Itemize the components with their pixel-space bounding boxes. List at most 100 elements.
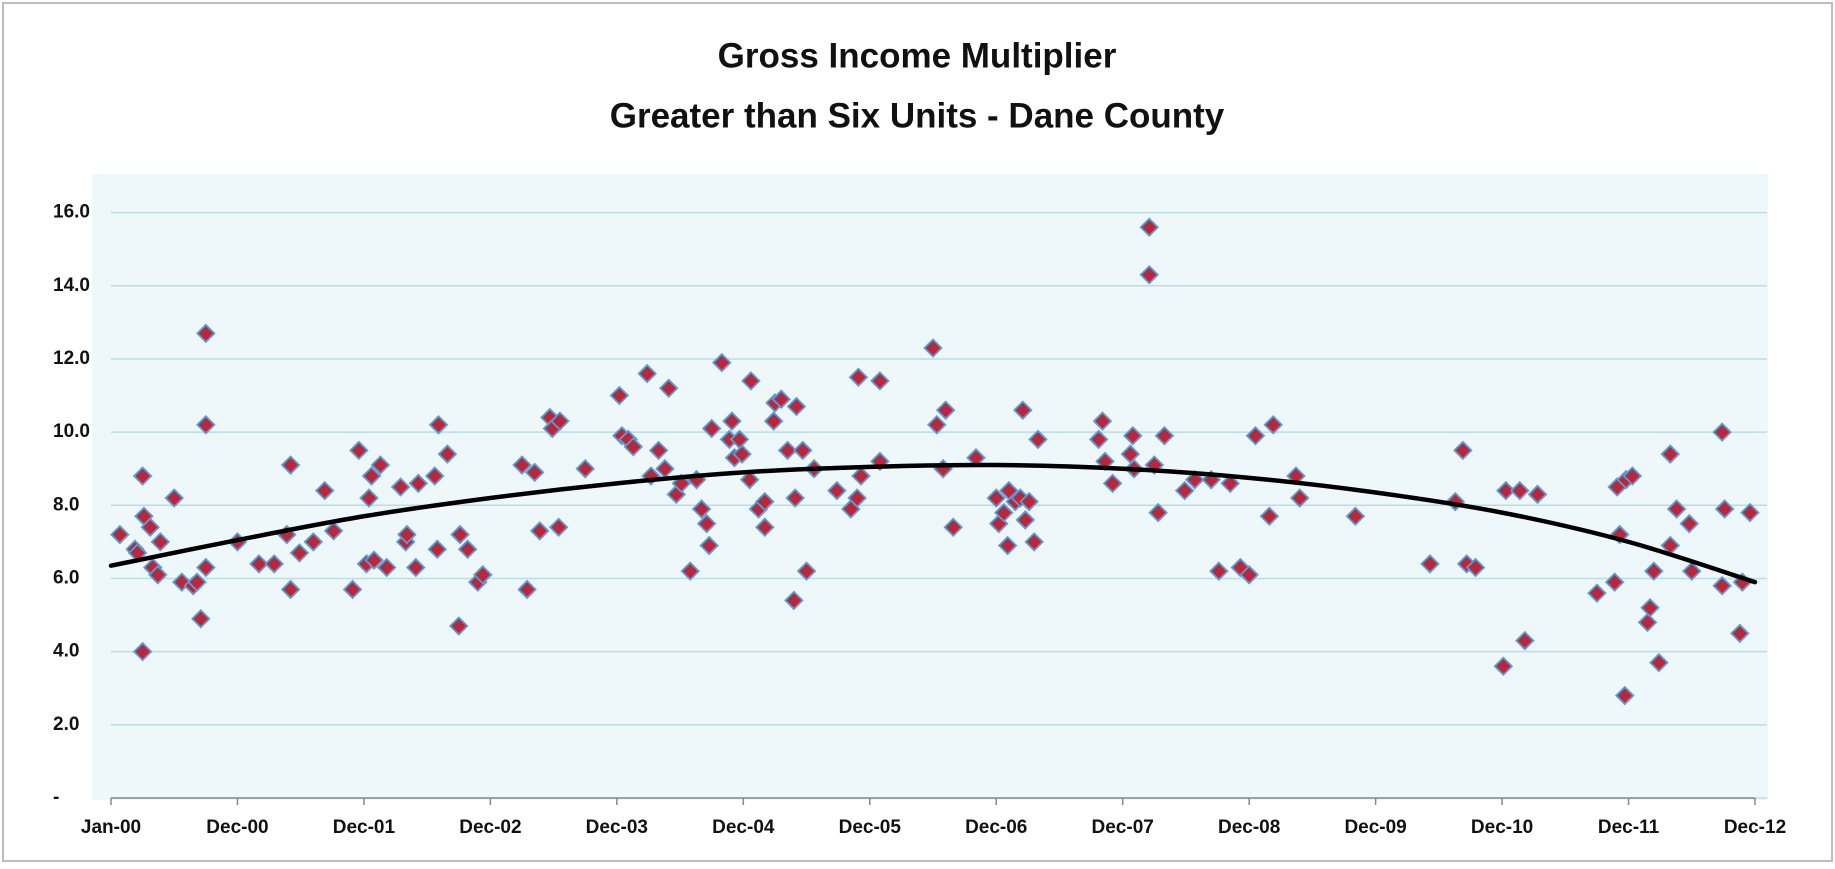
data-point (1660, 444, 1681, 464)
data-point (427, 539, 448, 559)
data-point (524, 462, 545, 483)
y-tick-label: - (53, 787, 59, 808)
data-point (1148, 502, 1168, 523)
data-point (280, 579, 301, 600)
x-tick-label: Dec-06 (965, 817, 1027, 838)
data-point (457, 539, 478, 559)
y-tick-label: 10.0 (53, 421, 90, 442)
data-point (1587, 583, 1607, 603)
data-point (786, 396, 807, 417)
data-point (550, 411, 570, 431)
y-tick-label: 16.0 (53, 202, 90, 223)
data-point (196, 323, 216, 344)
data-point (148, 565, 168, 585)
data-point (997, 535, 1018, 556)
data-point (827, 480, 847, 501)
y-tick-label: 6.0 (53, 567, 79, 588)
data-point (1088, 429, 1109, 450)
data-point (870, 371, 890, 391)
data-point (196, 415, 216, 435)
x-tick-label: Dec-09 (1344, 817, 1406, 838)
data-point (763, 411, 784, 431)
data-point (699, 535, 719, 556)
data-point (1259, 506, 1280, 527)
trend-line (108, 462, 1758, 585)
y-tick-label: 4.0 (53, 641, 79, 662)
x-tick-label: Dec-01 (333, 817, 396, 838)
data-point (575, 458, 596, 479)
data-point (370, 455, 391, 475)
data-point (712, 352, 732, 373)
y-tick-label: 14.0 (53, 275, 90, 296)
data-point (361, 466, 382, 486)
chart-subtitle: Greater than Six Units - Dane County (610, 96, 1225, 135)
data-point (1637, 612, 1658, 633)
plot-area (92, 174, 1768, 800)
data-point (641, 466, 661, 486)
data-point (314, 480, 335, 501)
data-point (1024, 532, 1044, 552)
x-tick-label: Dec-12 (1724, 817, 1786, 838)
y-tick-label: 8.0 (53, 494, 79, 515)
data-point (755, 517, 775, 538)
data-point (1679, 513, 1700, 534)
data-point (349, 440, 369, 461)
data-point (1644, 561, 1664, 581)
data-point (517, 579, 537, 600)
data-point (658, 378, 679, 398)
data-point (722, 411, 742, 431)
data-point (1289, 488, 1310, 508)
data-point (923, 338, 943, 358)
data-point (529, 521, 550, 541)
data-point (191, 608, 211, 629)
chart-title: Gross Income Multiplier (718, 36, 1117, 75)
data-point (609, 385, 630, 406)
data-point (289, 543, 310, 563)
data-point (680, 561, 700, 581)
x-tick-label: Jan-00 (81, 817, 141, 838)
data-point (140, 517, 160, 538)
data-point (1614, 685, 1635, 706)
data-point (323, 521, 344, 541)
data-point (428, 415, 449, 435)
data-point (623, 436, 644, 457)
data-point (164, 488, 185, 508)
x-tick-label: Dec-05 (839, 817, 902, 838)
data-point (1019, 491, 1039, 512)
data-point (249, 554, 269, 574)
data-point (1013, 400, 1033, 420)
data-point (1515, 630, 1535, 651)
data-point (196, 557, 216, 578)
data-point (280, 455, 301, 475)
data-point (110, 524, 130, 545)
x-tick-label: Dec-10 (1471, 817, 1533, 838)
data-point (150, 532, 171, 552)
y-tick-label: 12.0 (53, 348, 90, 369)
data-point (741, 371, 761, 391)
data-point (1640, 597, 1660, 618)
data-point (847, 488, 867, 508)
data-point (851, 466, 871, 486)
data-point (1712, 576, 1732, 596)
data-point (1015, 510, 1036, 530)
data-point (1139, 217, 1160, 237)
x-tick-label: Dec-02 (459, 817, 521, 838)
data-point (1510, 480, 1530, 501)
data-point (796, 561, 817, 581)
data-point (1245, 426, 1266, 446)
data-point (1493, 656, 1514, 677)
data-point (132, 641, 153, 662)
data-point (701, 418, 722, 439)
data-point (1209, 561, 1229, 581)
data-point (777, 440, 798, 461)
data-point (376, 557, 397, 578)
data-point (648, 440, 669, 461)
data-point (512, 455, 532, 475)
data-point (187, 572, 207, 592)
data-point (342, 579, 363, 600)
data-point (303, 532, 324, 552)
x-tick-label: Dec-03 (586, 817, 648, 838)
y-tick-label: 2.0 (53, 714, 79, 735)
x-tick-label: Dec-11 (1598, 817, 1660, 838)
